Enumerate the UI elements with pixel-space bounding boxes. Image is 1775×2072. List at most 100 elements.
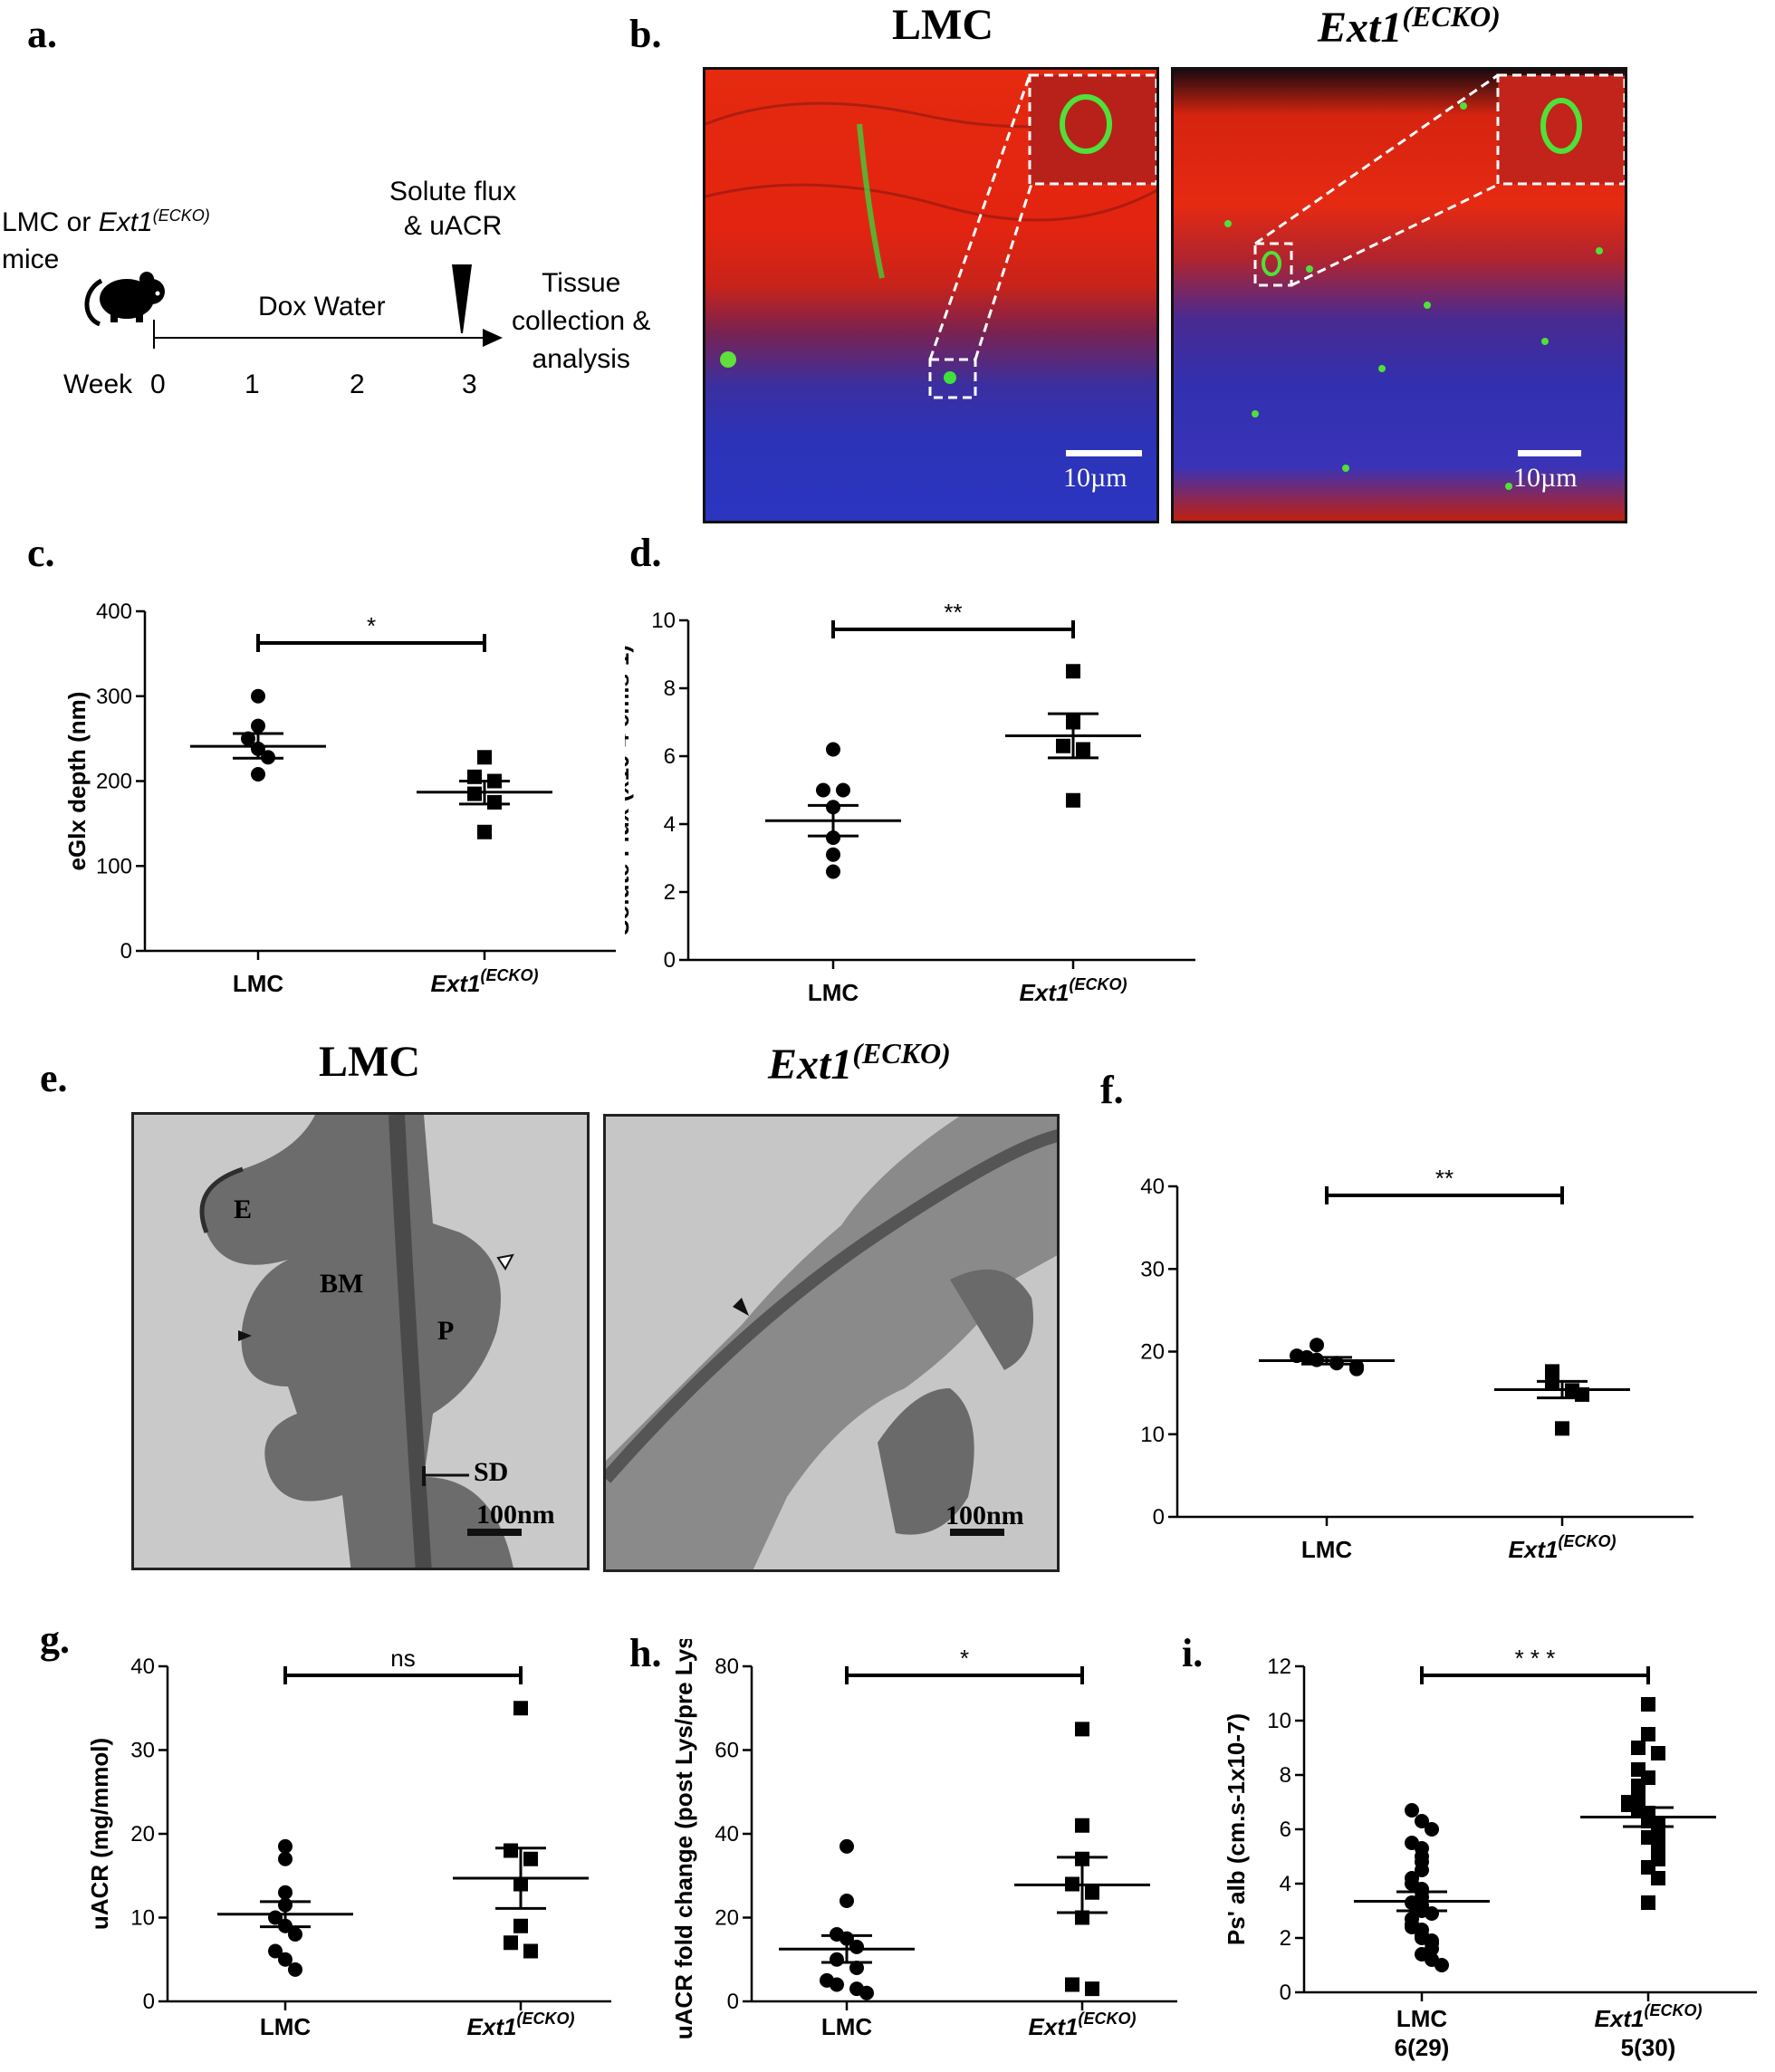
x-tick-label: LMC	[1396, 2005, 1448, 2032]
data-point-g-lmc	[278, 1851, 293, 1866]
data-point-i-ko	[1651, 1746, 1665, 1760]
data-point-h-ko	[1065, 1977, 1079, 1992]
e-title-ko-base: Ext1	[768, 1041, 853, 1089]
y-axis-label: Ps' alb (cm.s-1x10-7)	[1223, 1713, 1250, 1945]
data-point-i-ko	[1631, 1741, 1645, 1755]
data-point-h-ko	[1075, 1910, 1089, 1925]
data-point-g-ko	[504, 1843, 518, 1858]
y-tick-label: 10	[1140, 1423, 1165, 1447]
y-tick-label: 300	[96, 685, 132, 709]
tem-label-e: E	[234, 1194, 253, 1224]
y-tick-label: 10	[130, 1906, 155, 1931]
data-point-i-lmc	[1425, 1822, 1439, 1837]
data-point-c-ko	[467, 786, 482, 801]
y-tick-label: 20	[715, 1906, 739, 1931]
data-point-c-lmc	[241, 731, 255, 746]
panel-label-e: e.	[40, 1056, 68, 1100]
b-title-lmc: LMC	[892, 1, 993, 49]
mice-line2: mice	[2, 245, 60, 274]
y-tick-label: 200	[96, 770, 132, 794]
significance-label: **	[1435, 1165, 1454, 1192]
x-tick-label: Ext1(ECKO)	[431, 966, 539, 997]
data-point-f-ko	[1555, 1421, 1569, 1436]
tem-label-bm: BM	[320, 1269, 364, 1299]
e-title-lmc: LMC	[319, 1038, 420, 1086]
y-axis-label: uACR fold change (post Lys/pre Lys)	[670, 1639, 697, 2039]
data-point-h-lmc	[830, 1952, 844, 1967]
panel-label-a: a.	[27, 12, 57, 56]
panel-label-i: i.	[1182, 1631, 1204, 1675]
treatment-label: Dox Water	[258, 292, 386, 321]
x-tick-label: Ext1(ECKO)	[467, 2010, 575, 2040]
data-point-c-lmc	[251, 688, 265, 704]
micrograph-lmc: 10µm	[703, 67, 1159, 523]
significance-label: *	[367, 612, 376, 639]
significance-label: **	[944, 599, 962, 626]
y-tick-label: 60	[715, 1739, 739, 1763]
mice-sup-text: (ECKO)	[152, 206, 210, 225]
data-point-h-lmc	[859, 1985, 874, 2000]
y-tick-label: 40	[715, 1822, 739, 1847]
y-axis-label: Solute Flux (x10-4 cm.s-1)	[625, 645, 634, 935]
timeline-panel: LMC or Ext1(ECKO) mice Solute flux & uAC…	[0, 163, 688, 417]
tem-lmc-drawing	[199, 1115, 522, 1568]
x-tick-label: Ext1(ECKO)	[1020, 975, 1127, 1006]
data-point-g-ko	[523, 1943, 538, 1959]
week-3: 3	[462, 369, 477, 399]
significance-label: *	[960, 1645, 969, 1672]
data-point-i-ko	[1651, 1871, 1665, 1885]
e-title-ko: Ext1(ECKO)	[768, 1037, 951, 1089]
event-line1: Solute flux	[389, 177, 517, 206]
y-tick-label: 8	[1280, 1763, 1291, 1788]
x-tick-label: Ext1(ECKO)	[1595, 2001, 1703, 2032]
y-tick-label: 0	[664, 948, 676, 973]
data-point-h-ko	[1075, 1722, 1089, 1737]
data-point-d-lmc	[826, 830, 840, 845]
data-point-i-ko	[1641, 1727, 1655, 1741]
data-point-h-ko	[1085, 1885, 1099, 1900]
event-label: Solute flux & uACR	[389, 177, 516, 242]
scale-bar-label-tem-ko: 100nm	[945, 1501, 1024, 1530]
y-tick-label: 0	[1153, 1505, 1165, 1530]
end-line2: collection &	[512, 306, 651, 336]
y-tick-label: 30	[130, 1739, 155, 1763]
tem-ko-drawing	[606, 1117, 1057, 1569]
data-point-d-lmc	[826, 864, 840, 879]
data-point-i-ko	[1641, 1697, 1655, 1712]
data-point-i-lmc	[1425, 1906, 1439, 1921]
event-line2: & uACR	[403, 211, 503, 241]
data-point-c-ko	[487, 794, 502, 810]
mice-ext-text: Ext1	[98, 207, 153, 237]
scale-bar-label-lmc: 10µm	[1063, 463, 1127, 493]
data-point-i-ko	[1641, 1895, 1655, 1910]
b-title-ko-base: Ext1	[1318, 4, 1403, 52]
mice-text: LMC or	[2, 207, 99, 237]
panel-label-d: d.	[629, 531, 662, 575]
y-tick-label: 4	[1280, 1872, 1291, 1896]
y-tick-label: 40	[130, 1655, 155, 1679]
y-tick-label: 2	[1280, 1926, 1291, 1951]
data-point-i-lmc	[1415, 1863, 1429, 1877]
y-tick-label: 0	[120, 939, 132, 964]
data-point-d-ko	[1056, 738, 1070, 753]
scale-bar-label-tem-lmc: 100nm	[476, 1500, 555, 1530]
data-point-h-lmc	[849, 1961, 864, 1975]
y-tick-label: 4	[664, 812, 676, 837]
micrograph-lmc-overlay	[705, 73, 1156, 456]
x-tick-label: Ext1(ECKO)	[1029, 2010, 1137, 2040]
x-tick-label: LMC	[1301, 1536, 1353, 1563]
data-point-g-lmc	[288, 1962, 302, 1977]
y-tick-label: 30	[1140, 1257, 1165, 1281]
tem-label-sd: SD	[474, 1457, 509, 1487]
tem-lmc: E BM P SD 100nm	[131, 1112, 590, 1570]
significance-label: ns	[390, 1645, 415, 1672]
end-line3: analysis	[532, 344, 630, 374]
chart-c: 0 100 200 300 400 LMC Ext1(ECKO) eGlx depth (nm…	[63, 600, 616, 997]
data-point-g-lmc	[278, 1885, 293, 1900]
week-0: 0	[150, 369, 166, 399]
data-point-h-lmc	[830, 1977, 844, 1992]
data-point-g-lmc	[268, 1943, 283, 1959]
end-label: Tissue collection & analysis	[512, 264, 650, 379]
data-point-h-lmc	[840, 1838, 854, 1854]
